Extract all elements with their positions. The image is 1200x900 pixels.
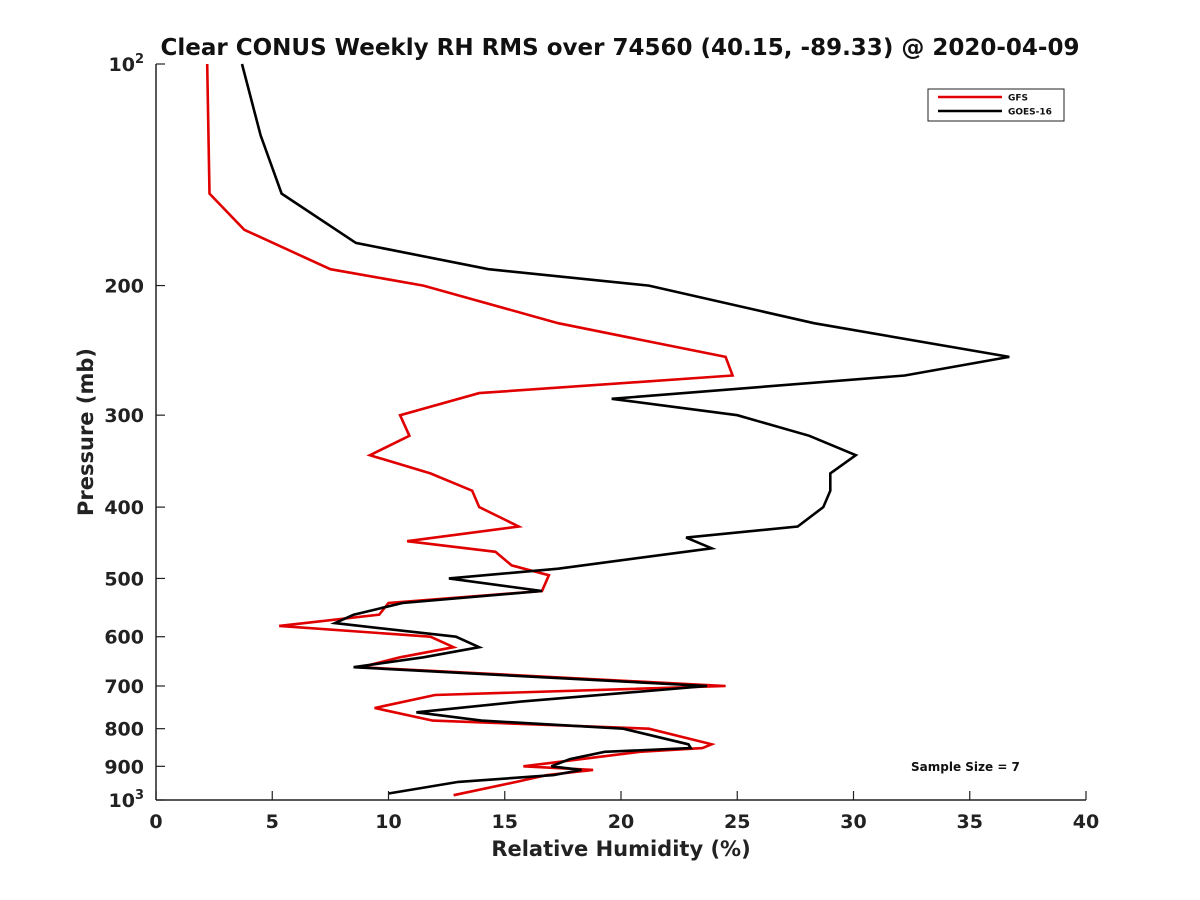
y-tick-label: 700: [104, 676, 144, 698]
x-tick-label: 25: [724, 811, 750, 833]
legend-box: [927, 88, 1065, 122]
sample-size-annotation: Sample Size = 7: [911, 760, 1020, 774]
y-tick-label: 500: [104, 568, 144, 590]
x-tick-label: 20: [608, 811, 634, 833]
y-axis-ticks: 102 200 300 400 500 600 700 800 900 103: [104, 52, 165, 812]
y-tick-label: 900: [104, 756, 144, 778]
chart-title: Clear CONUS Weekly RH RMS over 74560 (40…: [161, 35, 1080, 61]
y-tick-label: 103: [109, 788, 145, 812]
series-layer: [205, 63, 1010, 797]
y-tick-label: 102: [109, 52, 145, 76]
x-axis-label: Relative Humidity (%): [491, 837, 750, 861]
legend-label-goes16: GOES-16: [1008, 108, 1052, 118]
x-tick-label: 5: [266, 811, 279, 833]
plot-area: 0 5 10 15 20 25 30 35 40 102 200 300 400 500 600 700 80…: [104, 52, 1099, 833]
x-tick-label: 15: [492, 811, 518, 833]
x-tick-label: 10: [375, 811, 401, 833]
y-tick-label: 600: [104, 627, 144, 649]
series-line-goes16: [240, 63, 1010, 795]
y-axis-label: Pressure (mb): [74, 348, 98, 516]
legend-label-gfs: GFS: [1008, 94, 1028, 104]
y-tick-label: 400: [104, 497, 144, 519]
x-axis-ticks: 0 5 10 15 20 25 30 35 40: [149, 791, 1099, 833]
x-tick-label: 0: [149, 811, 162, 833]
x-tick-label: 35: [957, 811, 983, 833]
legend: GFS GOES-16: [927, 88, 1065, 122]
x-tick-label: 40: [1073, 811, 1099, 833]
y-tick-label: 200: [104, 276, 144, 298]
y-tick-label: 300: [104, 405, 144, 427]
x-tick-label: 30: [840, 811, 866, 833]
y-tick-label: 800: [104, 719, 144, 741]
